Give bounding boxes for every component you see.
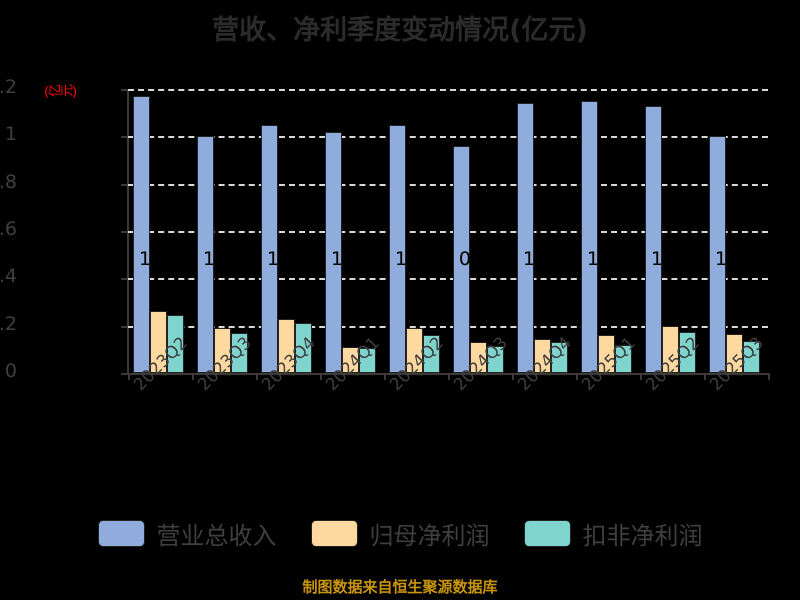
bar-营业总收入-2023Q2[interactable] xyxy=(132,96,150,373)
y-tick-label: 0.6 xyxy=(0,218,17,240)
bar-扣非净利润-2024Q1[interactable] xyxy=(358,348,376,373)
bar-扣非净利润-2025Q3[interactable] xyxy=(742,341,760,373)
bar-营业总收入-2023Q4[interactable] xyxy=(260,124,278,373)
value-label: 1.00 xyxy=(714,247,758,270)
bar-归母净利润-2024Q1[interactable] xyxy=(341,346,359,373)
bar-营业总收入-2025Q3[interactable] xyxy=(708,136,726,373)
bar-归母净利润-2025Q3[interactable] xyxy=(725,333,743,373)
x-tick-mark xyxy=(512,373,514,380)
legend-swatch xyxy=(523,520,571,547)
y-tick-mark xyxy=(121,278,128,281)
bar-扣非净利润-2023Q4[interactable] xyxy=(294,323,312,373)
legend-label: 扣非净利润 xyxy=(582,522,703,550)
x-tick-mark xyxy=(448,373,450,380)
y-tick-label: 1 xyxy=(4,123,17,146)
x-tick-mark xyxy=(320,373,322,380)
x-tick-mark xyxy=(256,373,258,380)
y-tick-mark xyxy=(121,373,128,375)
chart-legend: 营业总收入 归母净利润 扣非净利润 xyxy=(0,516,800,551)
y-tick-label: 1.2 xyxy=(0,76,17,98)
x-tick-mark xyxy=(576,373,578,380)
value-label: 1.00 xyxy=(202,247,246,270)
legend-label: 归母净利润 xyxy=(369,522,490,550)
bar-归母净利润-2023Q4[interactable] xyxy=(277,318,295,373)
bar-扣非净利润-2023Q2[interactable] xyxy=(166,315,184,373)
bar-扣非净利润-2025Q2[interactable] xyxy=(678,331,696,373)
y-tick-label: 0.2 xyxy=(0,312,17,335)
bar-营业总收入-2025Q1[interactable] xyxy=(580,100,598,373)
gridline xyxy=(128,231,768,233)
gridline xyxy=(128,136,768,139)
bar-扣非净利润-2024Q2[interactable] xyxy=(422,335,440,373)
gridline xyxy=(128,325,768,328)
y-tick-mark xyxy=(121,231,128,233)
value-label: 1.15 xyxy=(586,247,630,270)
bar-归母净利润-2024Q4[interactable] xyxy=(533,338,551,373)
y-tick-mark xyxy=(121,136,128,139)
bar-营业总收入-2024Q3[interactable] xyxy=(452,145,470,373)
bar-营业总收入-2023Q3[interactable] xyxy=(196,136,214,373)
bar-归母净利润-2024Q3[interactable] xyxy=(469,342,487,373)
y-tick-label: 0.4 xyxy=(0,265,17,288)
x-tick-mark xyxy=(704,373,706,380)
x-tick-mark xyxy=(640,373,642,380)
footer-note: 制图数据来自恒生聚源数据库 xyxy=(302,578,498,596)
y-tick-mark xyxy=(121,89,128,91)
legend-label: 营业总收入 xyxy=(156,522,277,550)
bar-归母净利润-2023Q3[interactable] xyxy=(213,328,231,373)
value-label: 1.13 xyxy=(650,247,694,270)
y-tick-mark xyxy=(121,325,128,328)
bar-扣非净利润-2025Q1[interactable] xyxy=(614,344,632,373)
legend-swatch xyxy=(97,520,145,547)
value-label: 1.05 xyxy=(266,247,310,270)
bar-营业总收入-2024Q2[interactable] xyxy=(388,124,406,373)
value-label: 1.14 xyxy=(522,247,566,270)
gridline xyxy=(128,278,768,281)
value-label: 1.17 xyxy=(138,247,182,270)
legend-swatch xyxy=(310,520,358,547)
bar-扣非净利润-2024Q3[interactable] xyxy=(486,345,504,373)
legend-item-营业总收入[interactable]: 营业总收入 xyxy=(97,516,277,551)
bar-归母净利润-2023Q2[interactable] xyxy=(149,311,167,373)
gridline xyxy=(128,183,768,186)
bar-归母净利润-2025Q2[interactable] xyxy=(661,325,679,373)
bar-营业总收入-2024Q4[interactable] xyxy=(516,103,534,373)
legend-item-扣非净利润[interactable]: 扣非净利润 xyxy=(523,516,703,551)
legend-item-归母净利润[interactable]: 归母净利润 xyxy=(310,516,490,551)
x-tick-mark xyxy=(768,373,770,380)
bar-归母净利润-2025Q1[interactable] xyxy=(597,335,615,373)
plot-area: 1.17 1.00 1.05 1.02 1.05 0.96 1.14 1.15 1.13 1.00 xyxy=(128,89,768,375)
x-tick-mark xyxy=(192,373,194,380)
y-tick-mark xyxy=(121,183,128,186)
bar-营业总收入-2024Q1[interactable] xyxy=(324,131,342,373)
y-tick-label: 0 xyxy=(4,360,17,382)
value-label: 1.02 xyxy=(330,247,374,270)
bar-扣非净利润-2023Q3[interactable] xyxy=(230,332,248,373)
gridline xyxy=(128,89,768,91)
bar-归母净利润-2024Q2[interactable] xyxy=(405,328,423,373)
chart-title: 营收、净利季度变动情况(亿元) xyxy=(212,15,588,46)
x-tick-mark xyxy=(128,373,130,380)
y-tick-label: 0.8 xyxy=(0,170,17,193)
bar-扣非净利润-2024Q4[interactable] xyxy=(550,342,568,373)
bar-营业总收入-2025Q2[interactable] xyxy=(644,105,662,373)
value-label: 1.05 xyxy=(394,247,438,270)
y-axis-title: (亿元) xyxy=(44,85,77,100)
x-tick-mark xyxy=(384,373,386,380)
value-label: 0.96 xyxy=(458,247,502,270)
